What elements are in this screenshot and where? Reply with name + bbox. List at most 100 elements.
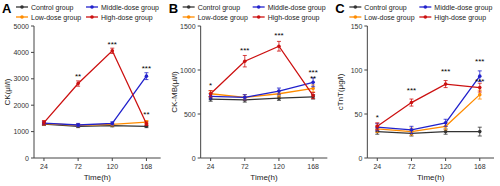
legend-marker xyxy=(257,5,261,9)
y-tick-label: 150 xyxy=(351,23,363,30)
y-tick-label: 0 xyxy=(358,155,362,162)
x-tick-label: 24 xyxy=(373,163,381,170)
x-tick-label: 120 xyxy=(106,163,118,170)
point xyxy=(410,101,414,105)
x-tick xyxy=(479,158,480,161)
annotation: *** xyxy=(475,77,484,86)
x-tick xyxy=(112,158,113,161)
point xyxy=(110,122,114,126)
legend-marker xyxy=(90,5,94,9)
error-bar xyxy=(409,128,413,135)
error-bar xyxy=(42,121,46,125)
legend-label: Low-dose group xyxy=(198,14,248,22)
error-bar xyxy=(110,48,114,53)
legend-label: High-dose group xyxy=(268,14,320,22)
y-tick xyxy=(31,52,34,53)
legend-marker xyxy=(187,5,191,9)
legend-label: High-dose group xyxy=(434,14,486,22)
error-bar xyxy=(375,123,379,130)
series-line xyxy=(377,76,479,130)
y-tick-label: 3000 xyxy=(13,75,29,82)
x-tick xyxy=(278,158,279,161)
x-axis-label: Time(h) xyxy=(417,173,445,182)
annotation: ** xyxy=(143,110,149,119)
point xyxy=(277,44,281,48)
legend-label: Low-dose group xyxy=(364,14,414,22)
y-tick xyxy=(198,114,201,115)
series-line xyxy=(211,46,313,95)
legend-marker xyxy=(90,15,94,19)
y-axis-label: cTnT(μg/l) xyxy=(336,73,345,110)
legend-label: Control group xyxy=(198,4,241,12)
error-bar xyxy=(110,122,114,125)
x-tick-label: 168 xyxy=(474,163,486,170)
legend-label: Control group xyxy=(364,4,407,12)
point xyxy=(243,95,247,99)
legend-marker xyxy=(257,15,261,19)
x-tick-label: 168 xyxy=(141,163,153,170)
series-line xyxy=(44,76,146,125)
legend: Control groupLow-dose groupMiddle-dose g… xyxy=(183,4,326,22)
panel-label: A xyxy=(2,1,12,16)
x-tick xyxy=(411,158,412,161)
x-tick xyxy=(244,158,245,161)
point xyxy=(478,86,482,90)
y-tick-label: 5000 xyxy=(13,23,29,30)
x-tick-label: 24 xyxy=(40,163,48,170)
error-bar xyxy=(243,55,247,66)
series-line xyxy=(377,132,479,134)
legend-label: Middle-dose group xyxy=(101,4,159,12)
figure: 0100020003000400050002472120168Time(h)CK… xyxy=(0,0,500,186)
panel: 0100020003000400050002472120168Time(h)CK… xyxy=(2,1,161,182)
plot-area xyxy=(375,71,481,136)
y-tick xyxy=(364,70,367,71)
annotation: ** xyxy=(75,72,81,81)
x-tick xyxy=(377,158,378,161)
point xyxy=(145,74,149,78)
y-tick xyxy=(31,78,34,79)
annotation: * xyxy=(376,113,379,122)
annotation: *** xyxy=(142,64,151,73)
series-line xyxy=(211,88,313,97)
series-line xyxy=(377,84,479,126)
point xyxy=(444,82,448,86)
point xyxy=(478,93,482,97)
x-tick xyxy=(445,158,446,161)
error-bar xyxy=(76,124,80,127)
x-axis-label: Time(h) xyxy=(250,173,278,182)
legend: Control groupLow-dose groupMiddle-dose g… xyxy=(16,4,159,22)
y-tick-label: 2000 xyxy=(13,102,29,109)
y-tick xyxy=(31,158,34,159)
legend-marker xyxy=(20,5,24,9)
annotation: *** xyxy=(475,57,484,66)
y-tick xyxy=(364,158,367,159)
y-tick-label: 1500 xyxy=(180,23,196,30)
error-bar xyxy=(478,127,482,136)
error-bar xyxy=(76,123,80,126)
y-tick-label: 500 xyxy=(184,111,196,118)
annotation: * xyxy=(209,81,212,90)
legend-label: Middle-dose group xyxy=(434,4,492,12)
point xyxy=(145,122,149,126)
x-tick-label: 72 xyxy=(241,163,249,170)
point xyxy=(478,130,482,134)
point xyxy=(243,59,247,63)
legend-marker xyxy=(354,5,358,9)
y-tick xyxy=(364,114,367,115)
x-tick xyxy=(146,158,147,161)
y-axis-label: CK-MB(μl/l) xyxy=(170,71,179,113)
point xyxy=(311,94,315,98)
error-bar xyxy=(311,92,315,98)
x-axis xyxy=(34,158,161,159)
annotation: *** xyxy=(274,31,283,40)
legend-label: High-dose group xyxy=(101,14,153,22)
point xyxy=(42,121,46,125)
x-axis xyxy=(367,158,494,159)
y-tick xyxy=(31,26,34,27)
point xyxy=(209,92,213,96)
error-bar xyxy=(144,73,148,80)
point xyxy=(110,49,114,53)
y-tick xyxy=(198,158,201,159)
legend-marker xyxy=(354,15,358,19)
y-axis-label: CK(μl/l) xyxy=(3,78,12,105)
